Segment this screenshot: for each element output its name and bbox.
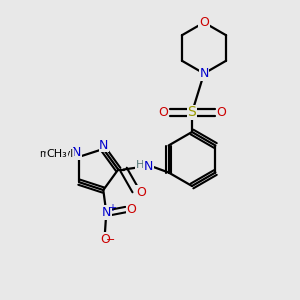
Text: S: S: [188, 106, 196, 119]
Text: O: O: [199, 16, 209, 29]
Text: N: N: [72, 146, 81, 159]
Text: methyl: methyl: [40, 149, 74, 159]
Text: O: O: [136, 185, 146, 199]
Text: O: O: [216, 106, 226, 119]
Text: O: O: [158, 106, 168, 119]
Text: +: +: [108, 203, 116, 213]
Text: N: N: [144, 160, 153, 173]
Text: −: −: [106, 235, 116, 244]
Text: N: N: [102, 206, 111, 219]
Text: N: N: [99, 139, 109, 152]
Text: O: O: [100, 233, 110, 246]
Text: O: O: [126, 203, 136, 216]
Text: N: N: [199, 67, 209, 80]
Text: CH₃: CH₃: [46, 149, 67, 159]
Text: H: H: [136, 160, 144, 170]
